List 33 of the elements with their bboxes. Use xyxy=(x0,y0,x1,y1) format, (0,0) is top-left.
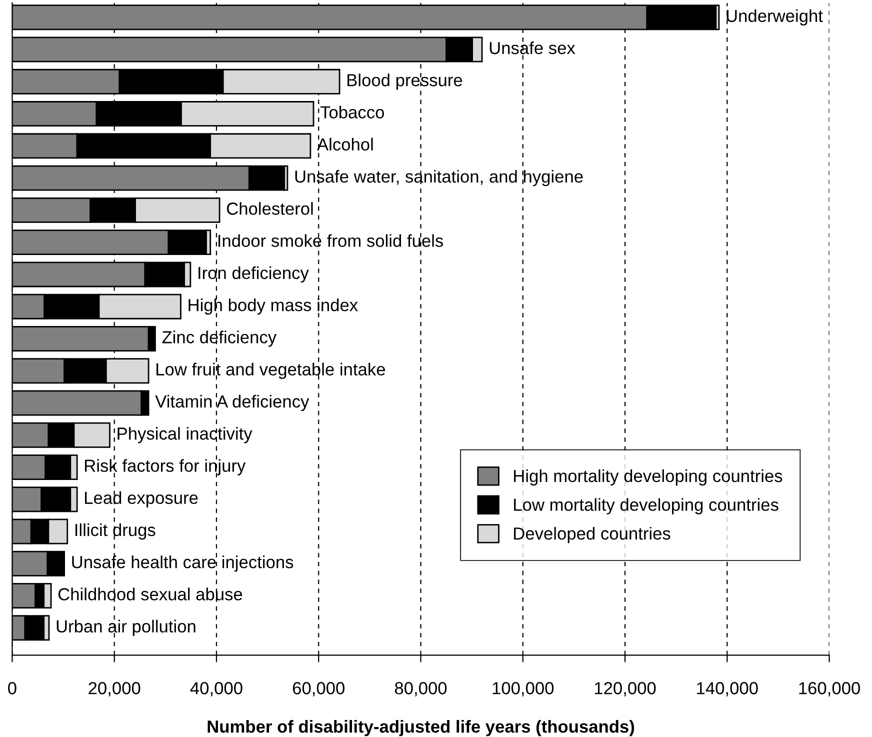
x-tick-label: 0 xyxy=(8,682,16,694)
y-tick-label: Childhood sexual abuse xyxy=(58,588,242,600)
x-tick-label: 120,000 xyxy=(594,682,656,696)
y-tick-label: Vitamin A deficiency xyxy=(155,394,310,412)
y-tick-label: Illicit drugs xyxy=(76,523,156,540)
legend-label: High mortality developing countries xyxy=(514,469,782,486)
y-tick-label: Alcohol xyxy=(317,138,373,151)
x-tick-label: 80,000 xyxy=(394,682,447,696)
y-tick-label: Urban air pollution xyxy=(56,620,196,636)
y-tick-label: Low fruit and vegetable intake xyxy=(156,362,385,379)
x-tick-label: 160,000 xyxy=(799,682,860,696)
x-tick-label: 40,000 xyxy=(190,682,242,696)
y-tick-label: Cholesterol xyxy=(226,202,313,215)
x-axis-title: Number of disability-adjusted life years (thousands) xyxy=(208,720,634,736)
x-tick-label: 60,000 xyxy=(292,682,344,696)
y-tick-label: Physical inactivity xyxy=(118,427,252,444)
x-tick-label: 20,000 xyxy=(88,682,140,696)
y-tick-label: Iron deficiency xyxy=(198,266,309,283)
y-tick-label: Risk factors for injury xyxy=(85,459,246,476)
y-tick-label: Blood pressure xyxy=(348,74,462,90)
y-tick-label: Unsafe water, sanitation, and hygiene xyxy=(295,170,583,186)
y-tick-label: Unsafe sex xyxy=(490,41,576,54)
y-tick-label: Zinc deficiency xyxy=(162,330,277,347)
legend-label: Developed countries xyxy=(514,526,670,544)
y-tick-label: Unsafe health care injections xyxy=(72,556,294,572)
y-tick-label: Tobacco xyxy=(320,106,384,118)
y-tick-label: Indoor smoke from solid fuels xyxy=(218,234,444,247)
y-tick-label: Underweight xyxy=(726,9,823,26)
x-tick-label: 140,000 xyxy=(697,682,758,696)
x-tick-label: 100,000 xyxy=(492,682,554,696)
y-tick-label: Lead exposure xyxy=(85,491,198,508)
y-tick-label: High body mass index xyxy=(188,298,358,315)
legend-label: Low mortality developing countries xyxy=(514,498,778,514)
